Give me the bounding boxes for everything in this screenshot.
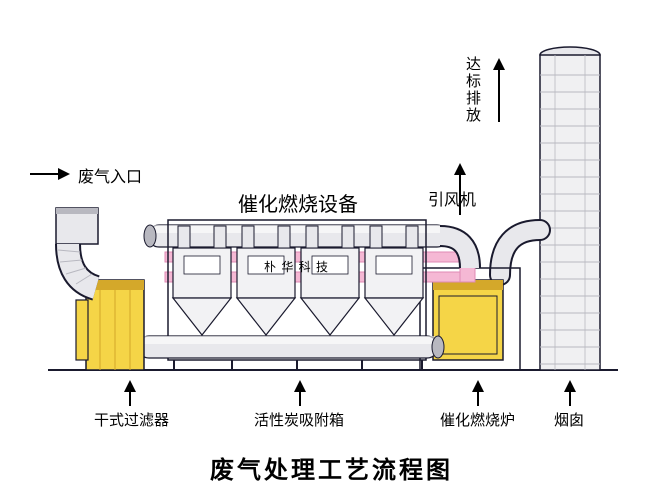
adsorption-arrow-line	[299, 392, 301, 406]
furnace-arrow-line	[477, 392, 479, 406]
filter-label: 干式过滤器	[94, 409, 169, 430]
filter-arrow-line	[129, 392, 131, 406]
chimney-arrow	[564, 380, 576, 392]
furnace-label: 催化燃烧炉	[440, 409, 515, 430]
bottom-duct	[138, 336, 444, 358]
emission-arrow-head	[493, 58, 505, 70]
inlet-arrow-head	[58, 168, 70, 180]
main-title: 废气处理工艺流程图	[0, 450, 663, 485]
emission-arrow-line	[498, 70, 500, 122]
fan-arrow-line	[459, 175, 461, 215]
emission-label: 达标排放	[462, 56, 483, 124]
adsorption-label: 活性炭吸附箱	[254, 409, 344, 430]
equipment-title: 催化燃烧设备	[238, 188, 358, 217]
filter-arrow	[124, 380, 136, 392]
fan-label: 引风机	[428, 186, 476, 210]
fan-arrow-head	[454, 163, 466, 175]
chimney-shape	[540, 47, 600, 370]
chimney-arrow-line	[569, 392, 571, 406]
inlet-label: 废气入口	[78, 163, 142, 187]
furnace-arrow	[472, 380, 484, 392]
brand-label: 朴 华 科 技	[264, 258, 329, 275]
inlet-duct	[56, 208, 98, 288]
chimney-label: 烟囱	[554, 409, 584, 430]
adsorption-arrow	[294, 380, 306, 392]
inlet-arrow-line	[30, 173, 58, 175]
